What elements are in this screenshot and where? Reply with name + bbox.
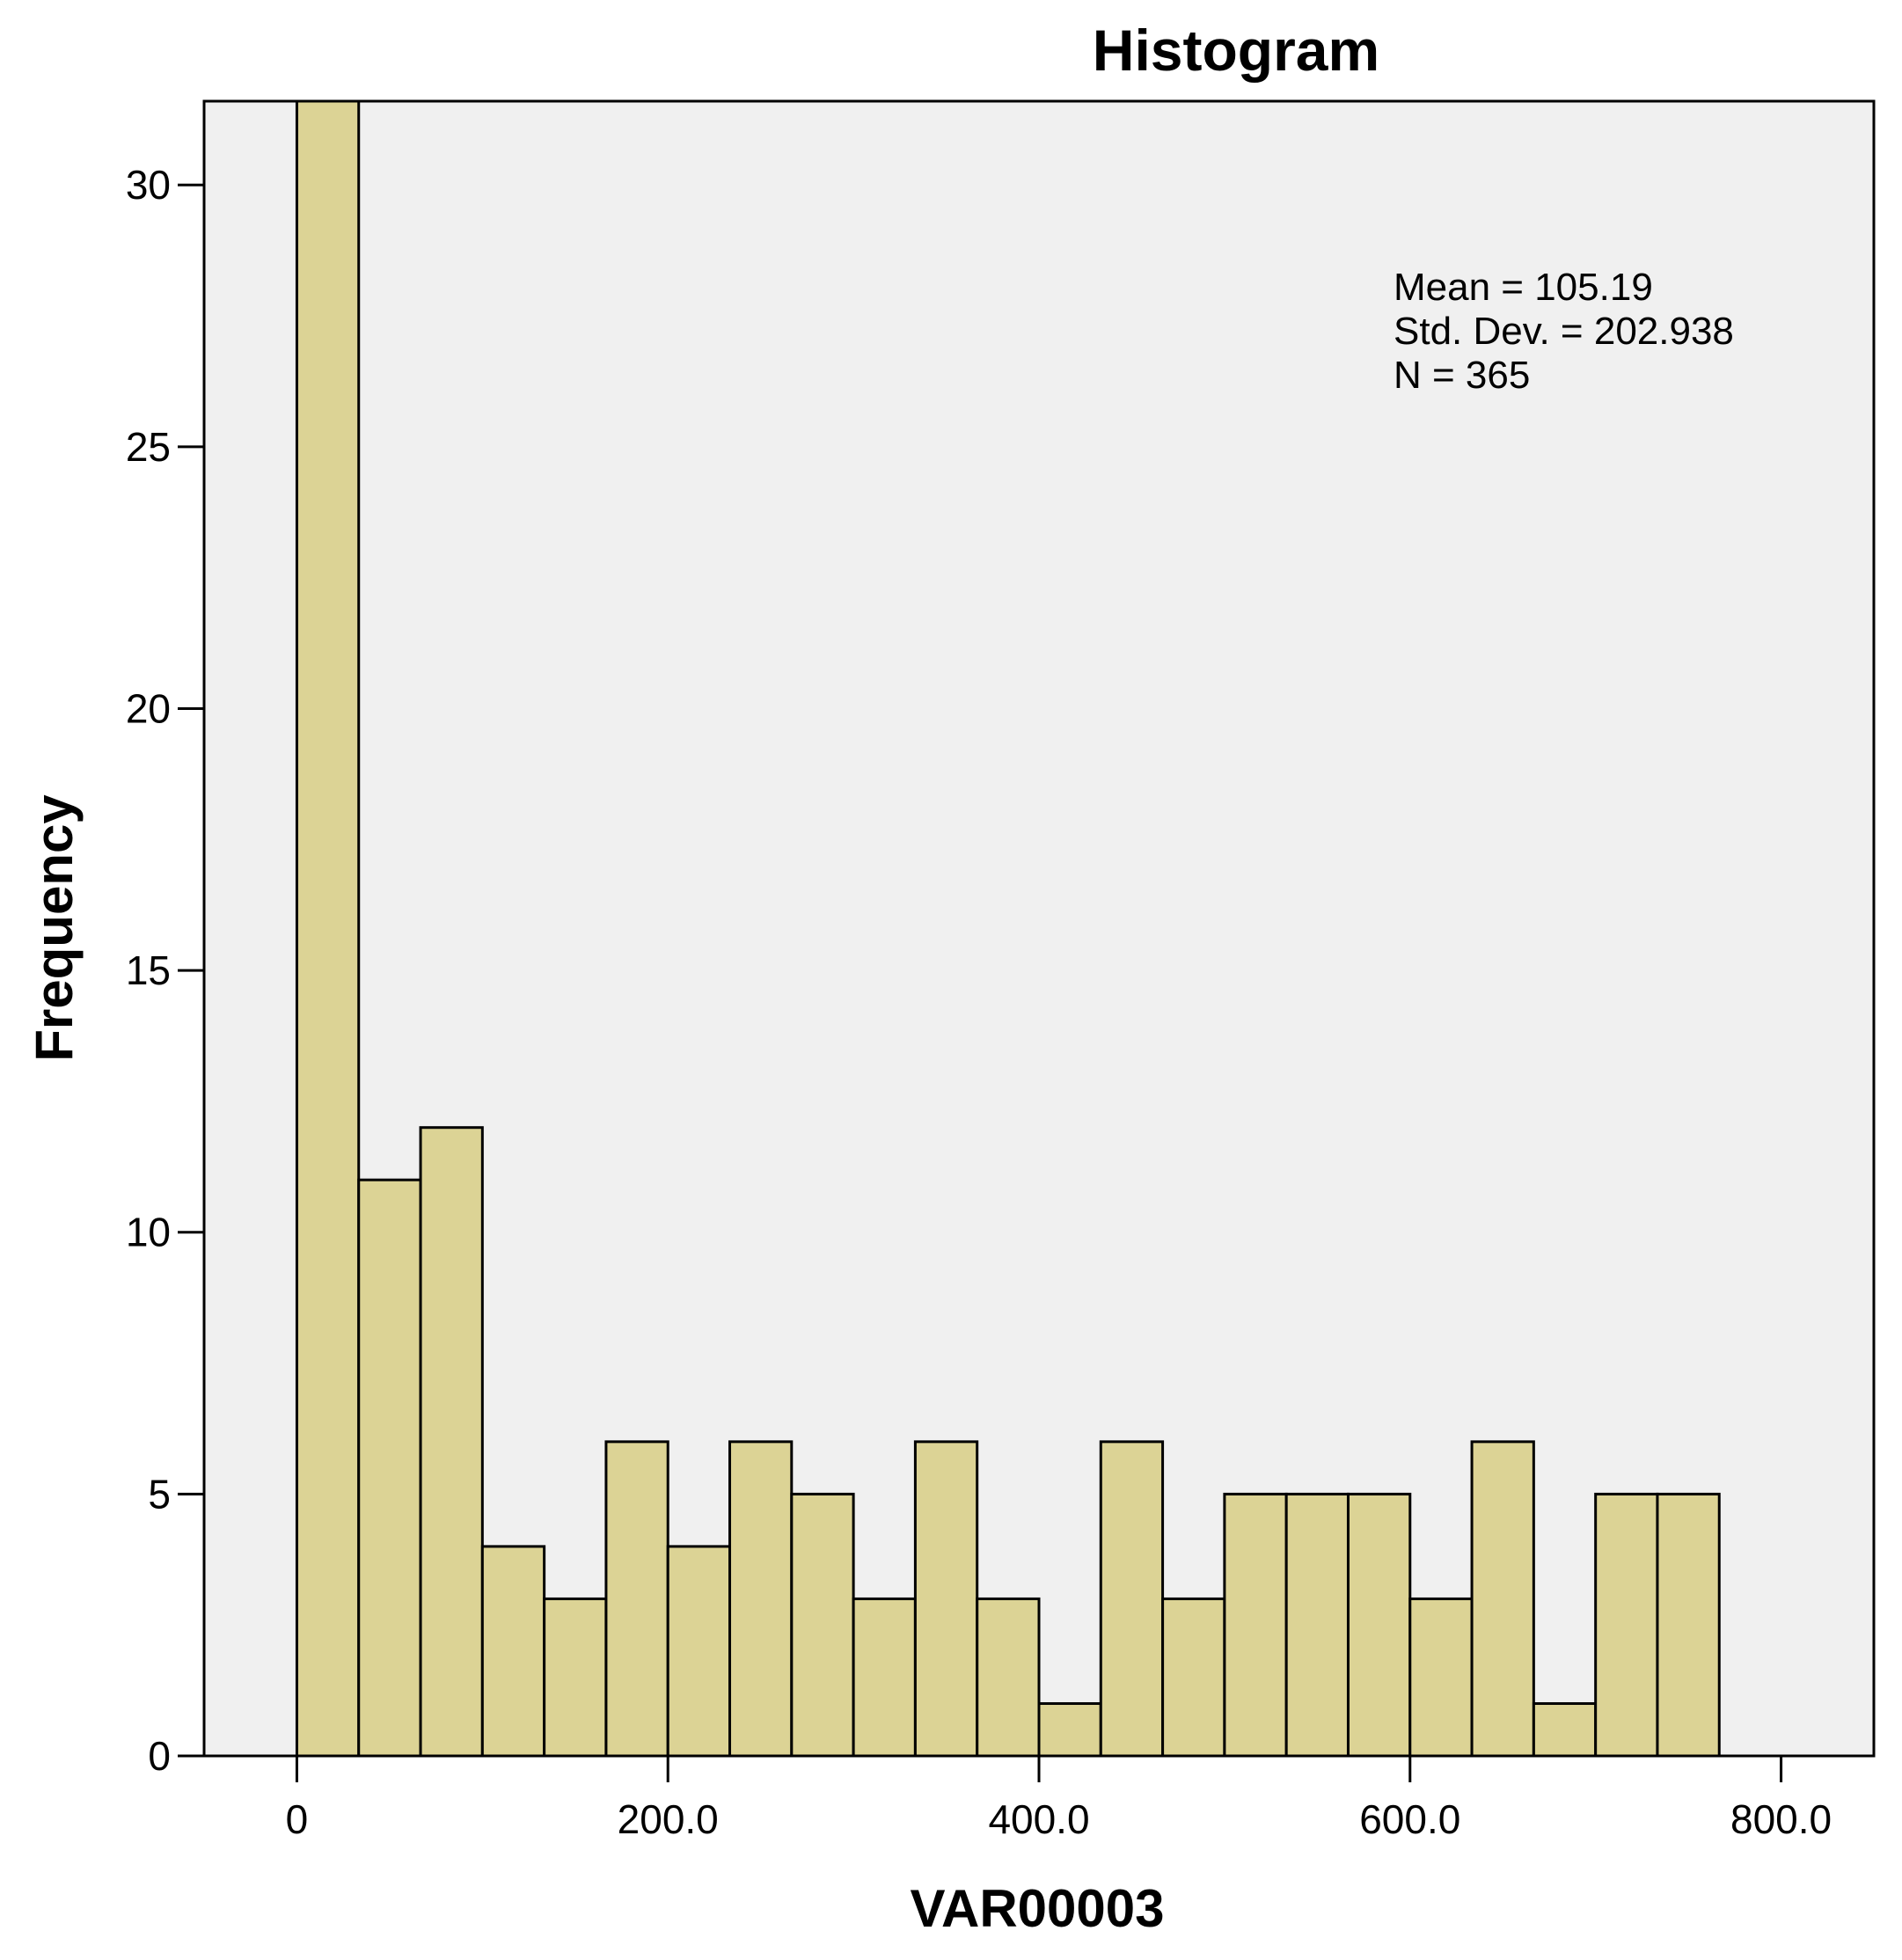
y-tick-label: 0: [148, 1733, 171, 1779]
y-tick-label: 5: [148, 1471, 171, 1517]
histogram-bar: [419, 1126, 484, 1758]
x-tick-label: 600.0: [1359, 1796, 1460, 1842]
chart-title: Histogram: [1093, 18, 1379, 83]
histogram-bar: [480, 1545, 546, 1758]
y-tick-label: 15: [126, 947, 171, 993]
x-axis: 0 200.0 400.0 600.0 800.0: [286, 1756, 1832, 1842]
histogram-bar: [666, 1545, 732, 1758]
histogram-bar: [1408, 1597, 1474, 1758]
x-axis-title: VAR00003: [910, 1879, 1164, 1938]
x-tick-label: 200.0: [618, 1796, 719, 1842]
y-tick-label: 10: [126, 1210, 171, 1255]
y-tick-label: 30: [126, 162, 171, 208]
histogram-bar: [1037, 1701, 1102, 1758]
histogram-bar: [1656, 1492, 1721, 1758]
stats-n: N = 365: [1394, 354, 1530, 397]
histogram-bar: [976, 1597, 1041, 1758]
x-tick-label: 800.0: [1730, 1796, 1832, 1842]
histogram-bar: [728, 1440, 794, 1758]
stats-box: Mean = 105.19 Std. Dev. = 202.938 N = 36…: [1394, 266, 1734, 397]
histogram-bar: [852, 1597, 917, 1758]
x-tick-label: 0: [286, 1796, 309, 1842]
histogram-bar: [1470, 1440, 1535, 1758]
bars-group: [295, 99, 1721, 1758]
y-axis-title: Frequency: [25, 794, 84, 1062]
histogram-bar: [1346, 1492, 1412, 1758]
histogram-bar: [1099, 1440, 1165, 1758]
histogram-bar: [1223, 1492, 1288, 1758]
histogram-bar: [604, 1440, 669, 1758]
histogram-bar: [790, 1492, 855, 1758]
histogram-bar: [543, 1597, 608, 1758]
histogram-bar: [1284, 1492, 1350, 1758]
histogram-bar: [913, 1440, 979, 1758]
x-tick-label: 400.0: [988, 1796, 1089, 1842]
histogram-bar: [1161, 1597, 1226, 1758]
y-tick-label: 25: [126, 424, 171, 470]
histogram-bar: [1532, 1701, 1598, 1758]
histogram-bar: [295, 99, 361, 1758]
histogram-bar: [1594, 1492, 1659, 1758]
stats-std-dev: Std. Dev. = 202.938: [1394, 310, 1734, 353]
histogram-bar: [357, 1178, 422, 1758]
y-tick-label: 20: [126, 685, 171, 731]
stats-mean: Mean = 105.19: [1394, 266, 1653, 309]
y-axis: 0 5 10 15 20 25 30: [126, 162, 204, 1779]
